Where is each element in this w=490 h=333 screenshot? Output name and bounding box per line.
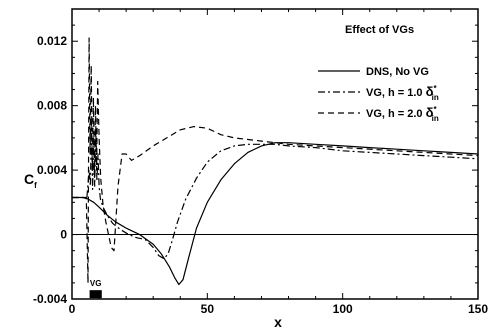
series-line-3 bbox=[72, 37, 478, 284]
legend-entry-sub: in bbox=[432, 93, 439, 102]
y-tick-label: 0 bbox=[60, 228, 67, 242]
legend-entry-sub: in bbox=[432, 114, 439, 123]
legend-entry-2: VG, h = 1.0 δ* in bbox=[366, 84, 439, 102]
y-tick-label: 0.012 bbox=[37, 34, 67, 48]
plot-area: VG bbox=[72, 37, 478, 299]
legend-entry-text: VG, h = 1.0 bbox=[366, 87, 426, 99]
legend-entry-symbol: δ bbox=[426, 84, 434, 99]
legend-entry-sup: * bbox=[434, 84, 438, 93]
y-tick-label: 0.004 bbox=[37, 163, 67, 177]
x-axis-label: x bbox=[274, 314, 282, 330]
y-axis-label-sub: f bbox=[34, 181, 37, 190]
x-tick-label: 50 bbox=[201, 302, 215, 316]
chart-title: Effect of VGs bbox=[345, 24, 414, 36]
y-tick-label: -0.004 bbox=[33, 292, 67, 306]
vg-marker-label: VG bbox=[90, 279, 102, 288]
series-group bbox=[72, 37, 478, 286]
legend-entry-symbol: δ bbox=[426, 105, 434, 120]
legend-entry-text: VG, h = 2.0 bbox=[366, 108, 426, 120]
series-line-2 bbox=[72, 121, 478, 260]
x-tick-label: 0 bbox=[69, 302, 76, 316]
y-tick-label: 0.008 bbox=[37, 99, 67, 113]
legend-entry-3: VG, h = 2.0 δ* in bbox=[366, 105, 439, 123]
legend-entry-sup: * bbox=[434, 105, 438, 114]
y-axis-label-main: C bbox=[24, 171, 34, 187]
series-line-1 bbox=[72, 142, 478, 286]
x-tick-label: 150 bbox=[468, 302, 488, 316]
vg-marker bbox=[89, 290, 102, 299]
x-tick-label: 100 bbox=[333, 302, 353, 316]
legend-entry-1: DNS, No VG bbox=[366, 66, 429, 78]
y-axis-label: Cf bbox=[24, 171, 37, 190]
